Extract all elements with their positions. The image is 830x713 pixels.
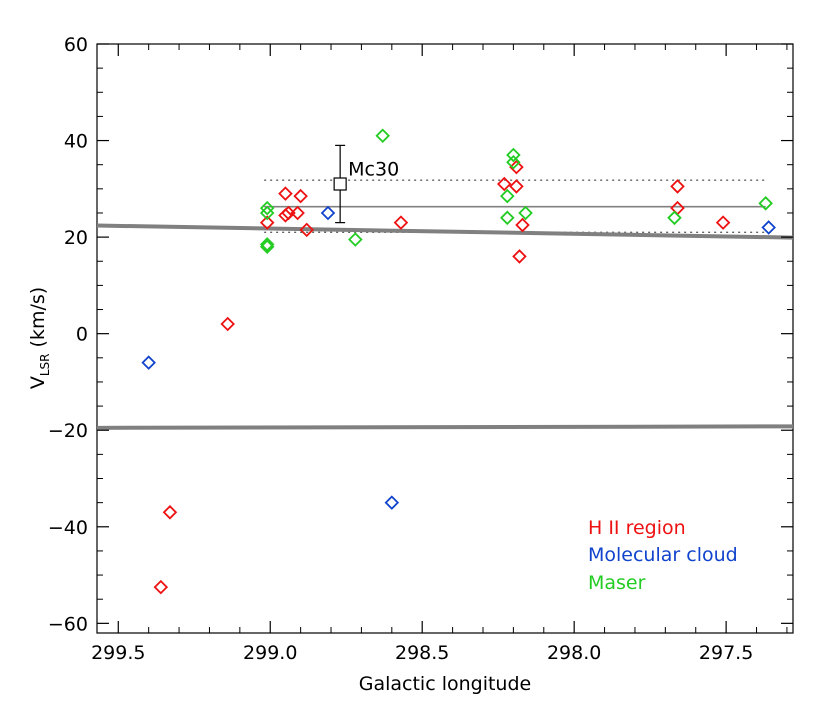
data-point-h-ii-region (259, 215, 275, 230)
data-point-maser (375, 128, 390, 144)
reference-point-label: Mc30 (348, 158, 399, 180)
data-point-maser (259, 239, 275, 255)
rotation-curve-line (96, 223, 794, 240)
x-tick-label: 297.5 (699, 642, 753, 664)
data-point-maser (500, 210, 515, 226)
data-point-h-ii-region (153, 579, 169, 595)
data-point-h-ii-region (278, 208, 293, 223)
y-axis-label-subscript: LSR (38, 354, 52, 377)
legend: H II region Molecular cloud Maser (588, 517, 738, 594)
reference-lines-layer (96, 179, 794, 430)
data-point-h-ii-region (509, 159, 524, 175)
data-point-maser (259, 205, 275, 221)
data-point-maser (667, 210, 682, 226)
plot-frame (96, 43, 794, 634)
data-point-h-ii-region (512, 249, 527, 264)
data-point-h-ii-region (299, 222, 314, 238)
data-point-h-ii-region (393, 215, 409, 230)
reference-square-marker (333, 177, 347, 191)
y-tick-label: 0 (76, 324, 88, 346)
data-point-maser (506, 155, 521, 170)
x-tick-label: 298.5 (395, 642, 449, 664)
x-tick-label: 298.0 (547, 642, 601, 664)
y-tick-label: 40 (64, 131, 88, 153)
y-axis-label: VLSR (km/s) (27, 287, 52, 389)
data-point-h-ii-region (670, 179, 685, 194)
data-point-maser (500, 188, 515, 204)
data-point-h-ii-region (220, 316, 235, 332)
data-point-maser (758, 196, 773, 211)
data-point-molecular-cloud (320, 205, 336, 221)
data-point-maser (506, 147, 521, 163)
data-point-molecular-cloud (141, 355, 156, 370)
axis-ticks-layer: 299.5 299.0 298.5 298.0 297.5 −60 −40 −20 0 20 40 6… (48, 34, 793, 664)
legend-entry-h2: H II region (588, 517, 686, 539)
data-point-h-ii-region (290, 205, 305, 221)
x-tick-label: 299.5 (91, 642, 145, 664)
data-point-h-ii-region (496, 176, 512, 192)
y-tick-label: −60 (48, 613, 88, 635)
data-points-layer (141, 128, 776, 595)
legend-entry-molecular-cloud: Molecular cloud (588, 544, 738, 566)
x-tick-label: 299.0 (243, 642, 297, 664)
y-tick-label: 60 (64, 34, 88, 56)
data-point-molecular-cloud (761, 220, 776, 235)
y-axis-label-main: V (27, 376, 49, 389)
legend-entry-maser: Maser (588, 572, 646, 594)
data-point-h-ii-region (515, 217, 530, 233)
data-point-maser (518, 205, 533, 221)
data-point-maser (348, 232, 363, 247)
rotation-curve-line (96, 424, 794, 430)
data-point-h-ii-region (162, 505, 178, 520)
y-tick-label: 20 (64, 227, 88, 249)
y-axis-label-unit: (km/s) (27, 287, 49, 354)
data-point-maser (259, 237, 275, 252)
y-tick-label: −40 (48, 517, 88, 539)
data-point-h-ii-region (715, 215, 731, 230)
reference-point-layer: Mc30 (333, 144, 399, 224)
data-point-h-ii-region (509, 179, 524, 194)
data-point-maser (259, 200, 275, 216)
x-axis-label: Galactic longitude (359, 673, 531, 695)
data-point-molecular-cloud (384, 495, 400, 510)
y-tick-label: −20 (48, 420, 88, 442)
data-point-h-ii-region (293, 188, 308, 204)
data-point-h-ii-region (278, 186, 293, 201)
